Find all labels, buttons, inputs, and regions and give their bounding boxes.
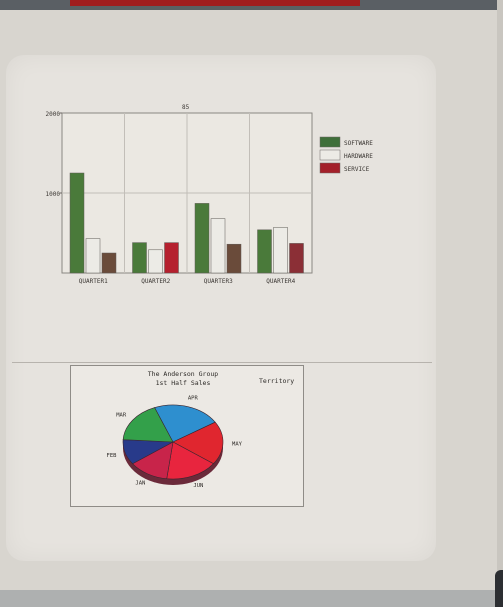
pie-slice-label: MAR xyxy=(116,412,127,418)
bar-service-quarter3 xyxy=(226,243,242,274)
top-accent-strip xyxy=(70,0,360,6)
pie-slice-label: FEB xyxy=(107,453,118,459)
pie-slice-may xyxy=(172,421,224,465)
bar-software-quarter4 xyxy=(257,229,272,274)
bar-software-quarter3 xyxy=(194,203,210,274)
top-bezel xyxy=(0,0,503,10)
pie-slice-mar xyxy=(122,407,174,443)
pie-side-label: Territory xyxy=(259,377,294,385)
bezel-corner xyxy=(495,570,503,607)
pie-title-line: The Anderson Group xyxy=(148,370,219,378)
pie-slice-label: APR xyxy=(188,395,199,401)
bar-hardware-quarter2 xyxy=(148,249,163,274)
pie-slice-jun xyxy=(166,441,214,480)
pie-slice-label: MAY xyxy=(232,442,243,448)
bottom-bezel xyxy=(0,570,503,607)
pie-chart-panel: The Anderson Group 1st Half Sales Territor… xyxy=(70,365,304,507)
pie-title-line: 1st Half Sales xyxy=(156,379,211,387)
x-tick-label: QUARTER2 xyxy=(141,278,170,285)
bar-hardware-quarter1 xyxy=(85,238,101,274)
bar-chart: 2000 1000 85 QUARTER1 QUARTER2 QUARTER3 QUARTE… xyxy=(46,104,374,285)
right-bezel xyxy=(497,0,503,607)
x-tick-label: QUARTER1 xyxy=(79,278,108,285)
y-tick-label: 2000 xyxy=(46,111,61,118)
x-tick-label: QUARTER4 xyxy=(266,278,295,285)
bar-service-quarter2 xyxy=(164,242,179,274)
x-tick-label: QUARTER3 xyxy=(204,278,233,285)
chart-divider xyxy=(12,362,432,363)
legend-label-hardware: HARDWARE xyxy=(344,153,373,160)
bar-software-quarter2 xyxy=(132,242,147,274)
bar-software-quarter1 xyxy=(69,172,85,274)
legend-label-software: SOFTWARE xyxy=(344,140,373,147)
pie-slice-label: JAN xyxy=(135,481,145,487)
bar-hardware-quarter3 xyxy=(210,218,226,274)
pie-slice-apr xyxy=(154,404,216,443)
legend-swatch-software xyxy=(319,136,341,148)
y-tick-label: 1000 xyxy=(46,191,61,198)
legend-label-service: SERVICE xyxy=(344,166,370,173)
legend-swatch-service xyxy=(319,162,341,174)
legend-swatch-hardware xyxy=(319,149,341,161)
pie-slice-label: JUN xyxy=(193,483,203,489)
corner-label: 85 xyxy=(182,104,190,111)
bar-hardware-quarter4 xyxy=(273,227,288,274)
bar-service-quarter1 xyxy=(101,252,117,274)
bar-service-quarter4 xyxy=(289,243,304,274)
